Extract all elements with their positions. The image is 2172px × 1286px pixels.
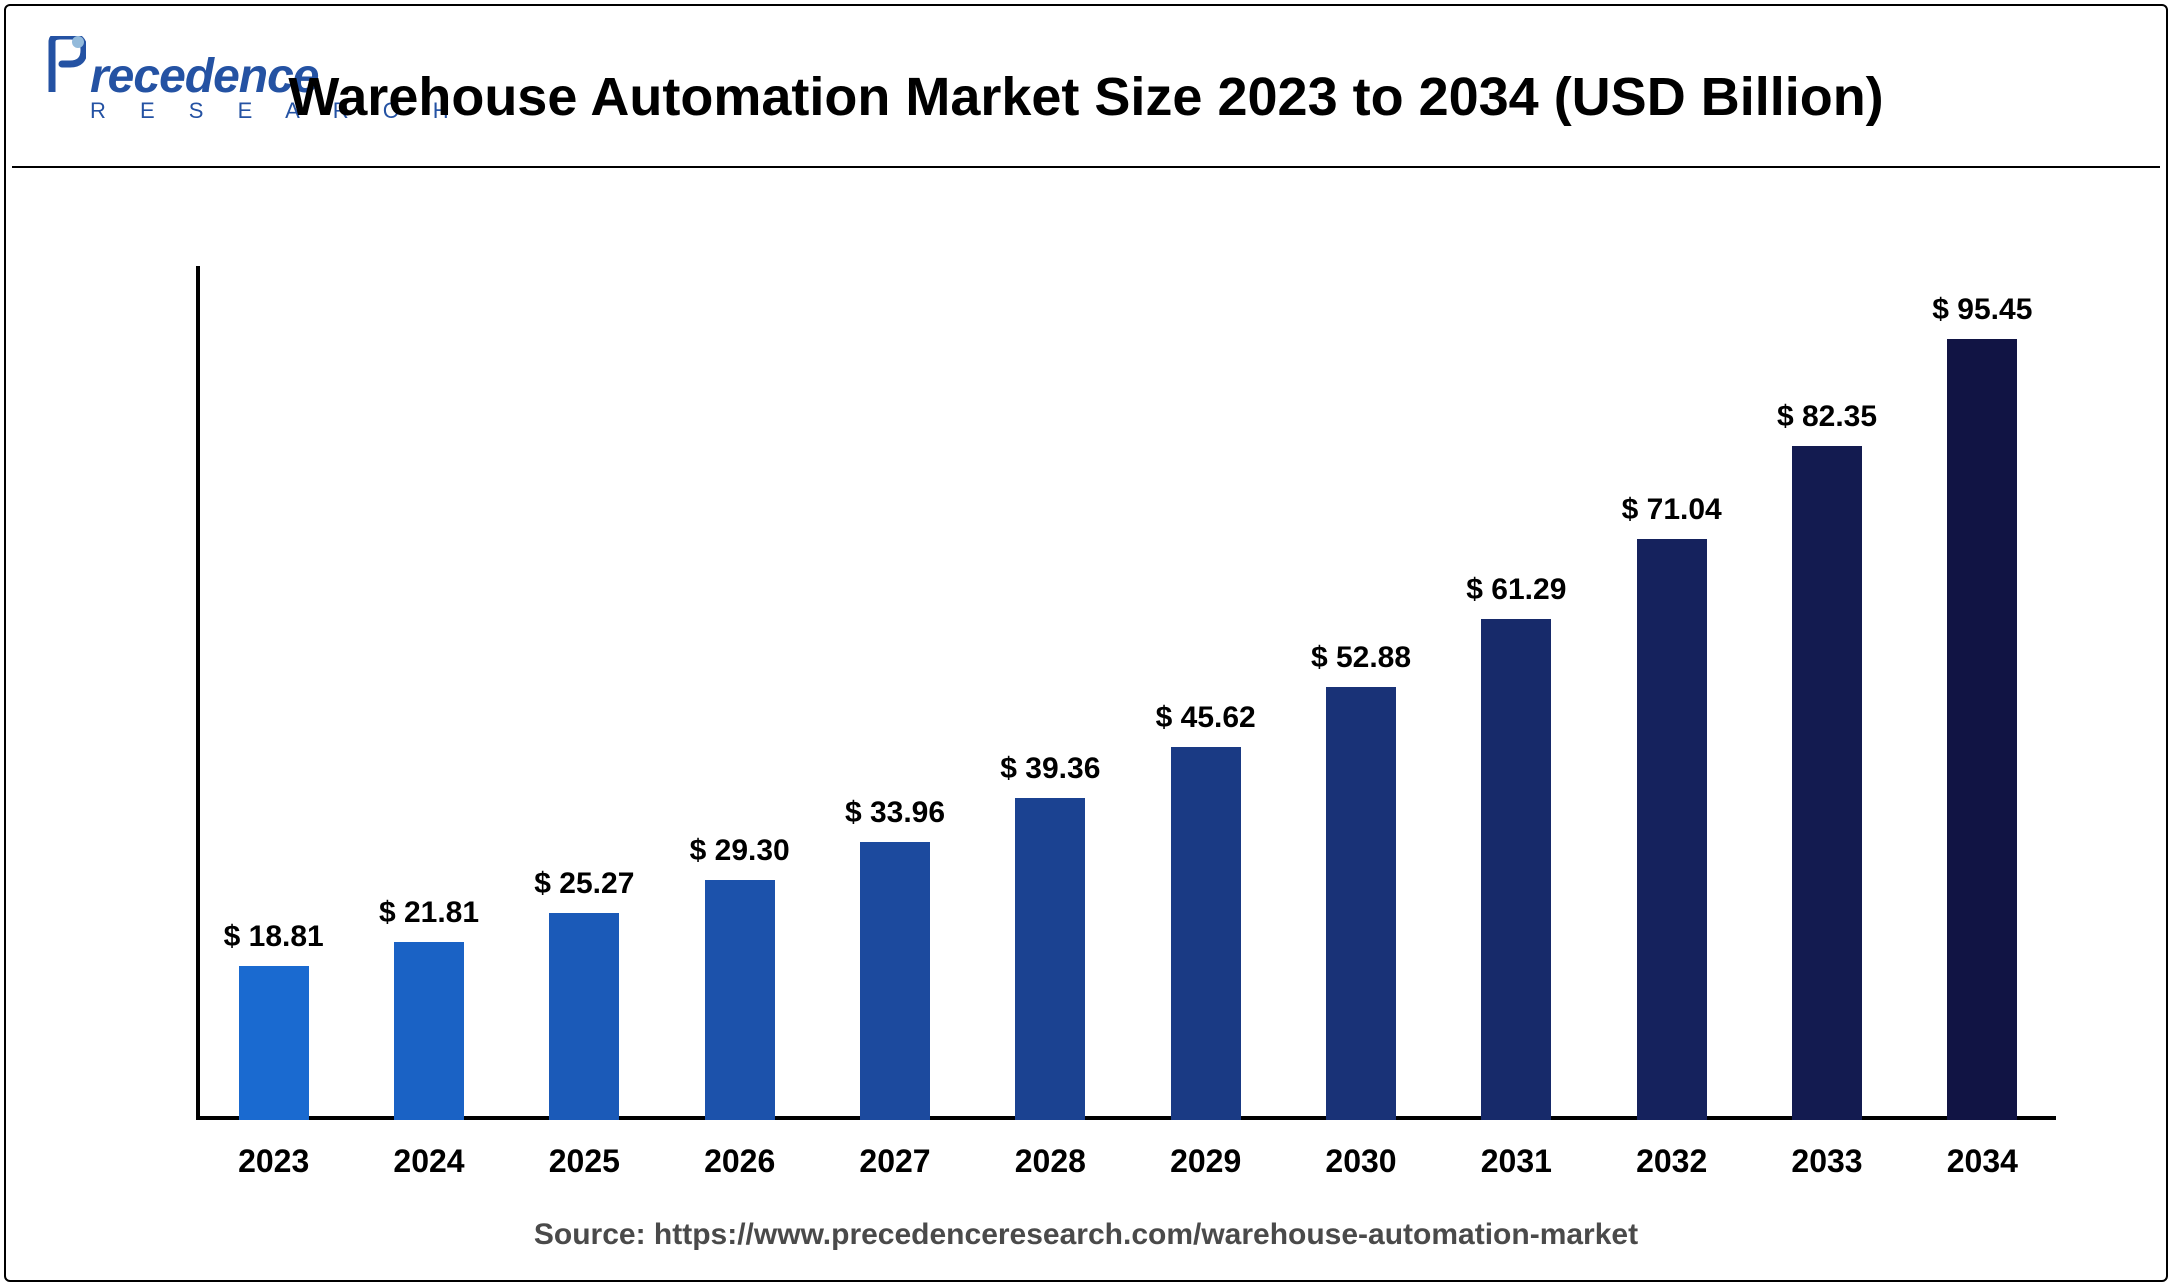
x-axis-label: 2025 [524, 1143, 644, 1180]
title-divider [12, 166, 2160, 168]
x-axis-label: 2031 [1456, 1143, 1576, 1180]
bar [1637, 539, 1707, 1120]
x-axis-label: 2029 [1146, 1143, 1266, 1180]
bar [1481, 619, 1551, 1120]
bar-value-label: $ 39.36 [1000, 752, 1100, 786]
bar-group: $ 29.30 [705, 834, 775, 1120]
bar [1792, 446, 1862, 1120]
bar-value-label: $ 52.88 [1311, 641, 1411, 675]
bar [239, 966, 309, 1120]
x-axis-labels: 2023 2024 2025 2026 2027 2028 2029 2030 2031 2032… [196, 1130, 2056, 1180]
bar-group: $ 95.45 [1947, 293, 2017, 1120]
bar [1015, 798, 1085, 1120]
bar-value-label: $ 95.45 [1932, 293, 2032, 327]
bar-group: $ 82.35 [1792, 400, 1862, 1120]
bar [549, 913, 619, 1120]
bar-value-label: $ 82.35 [1777, 400, 1877, 434]
bar-group: $ 33.96 [860, 796, 930, 1120]
x-axis-label: 2023 [214, 1143, 334, 1180]
bar [705, 880, 775, 1120]
x-axis-label: 2034 [1922, 1143, 2042, 1180]
bar-value-label: $ 21.81 [379, 896, 479, 930]
x-axis-label: 2033 [1767, 1143, 1887, 1180]
x-axis-label: 2027 [835, 1143, 955, 1180]
bar [1947, 339, 2017, 1120]
bar-value-label: $ 71.04 [1622, 493, 1722, 527]
bar-value-label: $ 45.62 [1156, 701, 1256, 735]
bar-value-label: $ 25.27 [534, 867, 634, 901]
bar-value-label: $ 18.81 [224, 920, 324, 954]
bar-value-label: $ 61.29 [1466, 573, 1566, 607]
bar-group: $ 61.29 [1481, 573, 1551, 1120]
bar [394, 942, 464, 1120]
source-attribution: Source: https://www.precedenceresearch.c… [6, 1218, 2166, 1252]
bar-group: $ 25.27 [549, 867, 619, 1120]
chart-frame: recedence R E S E A R C H Warehouse Auto… [4, 4, 2168, 1282]
x-axis-label: 2026 [680, 1143, 800, 1180]
chart-title: Warehouse Automation Market Size 2023 to… [6, 66, 2166, 128]
bar-value-label: $ 33.96 [845, 796, 945, 830]
bar [860, 842, 930, 1120]
bar [1326, 687, 1396, 1120]
x-axis-label: 2032 [1612, 1143, 1732, 1180]
bar-value-label: $ 29.30 [690, 834, 790, 868]
bar [1171, 747, 1241, 1120]
chart-plot-area: $ 18.81 $ 21.81 $ 25.27 $ 29.30 $ 33.96 $ 39.… [196, 266, 2056, 1120]
bar-group: $ 18.81 [239, 920, 309, 1120]
bar-group: $ 52.88 [1326, 641, 1396, 1120]
x-axis-label: 2024 [369, 1143, 489, 1180]
bar-group: $ 21.81 [394, 896, 464, 1120]
bar-group: $ 71.04 [1637, 493, 1707, 1120]
bar-group: $ 45.62 [1171, 701, 1241, 1120]
bar-group: $ 39.36 [1015, 752, 1085, 1120]
x-axis-label: 2030 [1301, 1143, 1421, 1180]
x-axis-label: 2028 [990, 1143, 1110, 1180]
bars-container: $ 18.81 $ 21.81 $ 25.27 $ 29.30 $ 33.96 $ 39.… [196, 266, 2056, 1120]
